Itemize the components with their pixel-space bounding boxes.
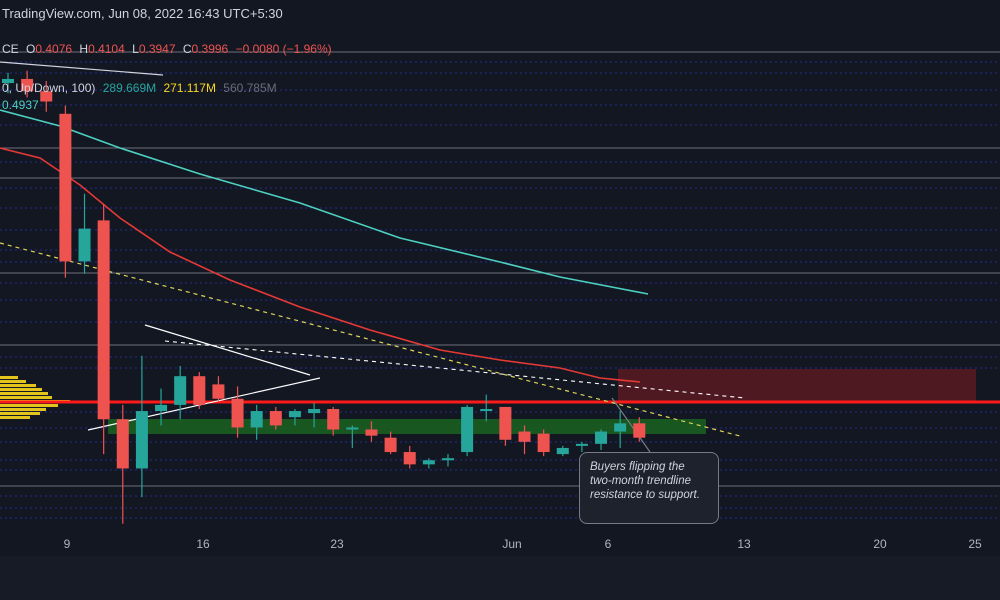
ma-legend: 0.4937 <box>2 98 39 112</box>
annotation-text: Buyers flipping the two-month trendline … <box>590 461 700 501</box>
candle-body-5 <box>78 228 91 262</box>
candle-body-7 <box>116 419 129 469</box>
candle-body-3 <box>40 91 53 102</box>
bottom-toolbar <box>0 556 1000 600</box>
candle-body-18 <box>327 409 340 430</box>
symbol-fragment: CE <box>2 42 19 56</box>
volume-profile-bar-8 <box>0 412 40 415</box>
moving-average-teal <box>0 109 649 295</box>
high-value: 0.4104 <box>88 42 125 56</box>
volume-profile-bar-9 <box>0 416 30 419</box>
candle-body-11 <box>193 376 206 405</box>
x-tick-label: 20 <box>873 537 887 551</box>
x-tick-label: 25 <box>968 537 982 551</box>
volume-up-value: 289.669M <box>102 81 157 95</box>
moving-average-red <box>0 147 641 383</box>
volume-profile-bar-10 <box>0 380 26 383</box>
candle-body-21 <box>384 437 397 453</box>
callout-pointer <box>611 397 651 453</box>
candle-body-20 <box>365 429 378 436</box>
candle-body-8 <box>135 411 148 469</box>
volume-profile-label: 0, Up/Down, 100) <box>2 81 96 95</box>
x-tick-label: 16 <box>196 537 210 551</box>
candle-body-10 <box>174 376 187 405</box>
volume-profile-bar-6 <box>0 404 58 407</box>
volume-profile-bar-4 <box>0 396 52 399</box>
candle-body-22 <box>403 452 416 465</box>
annotation-callout: Buyers flipping the two-month trendline … <box>579 452 719 524</box>
candle-body-14 <box>250 411 263 428</box>
x-tick-label: Jun <box>502 537 522 551</box>
candle-body-31 <box>575 443 588 446</box>
chart-canvas[interactable] <box>0 0 1000 532</box>
ohlc-readout: CE O0.4076 H0.4104 L0.3947 C0.3996 −0.00… <box>2 42 332 56</box>
candle-body-2 <box>21 78 34 92</box>
triangle-upper-line <box>144 324 311 376</box>
candle-body-13 <box>231 398 244 428</box>
drawn-line-top <box>0 61 164 76</box>
candle-body-17 <box>308 409 321 414</box>
close-value: 0.3996 <box>191 42 229 56</box>
candle-body-12 <box>212 384 225 399</box>
volume-profile-bar-2 <box>0 388 42 391</box>
candle-body-27 <box>499 406 512 440</box>
trendline-white-dashed <box>164 340 746 399</box>
low-label: L <box>132 42 139 56</box>
candle-body-26 <box>480 409 493 412</box>
open-label: O <box>26 42 36 56</box>
resistance-zone <box>618 369 976 402</box>
candle-body-23 <box>422 460 435 465</box>
candle-body-6 <box>97 220 110 420</box>
candle-body-28 <box>518 431 531 442</box>
volume-profile-legend: 0, Up/Down, 100) 289.669M 271.117M 560.7… <box>2 81 277 95</box>
high-label: H <box>79 42 89 56</box>
x-tick-label: 9 <box>63 537 71 551</box>
candle-body-24 <box>441 458 454 461</box>
trendline-yellow <box>0 242 741 437</box>
volume-profile-bar-11 <box>0 376 18 379</box>
candle-body-32 <box>595 431 608 444</box>
ma-value: 0.4937 <box>2 98 39 112</box>
candle-body-1 <box>2 78 14 84</box>
volume-profile-bar-7 <box>0 408 46 411</box>
volume-profile-bar-3 <box>0 392 48 395</box>
low-value: 0.3947 <box>138 42 176 56</box>
x-tick-label: 13 <box>737 537 751 551</box>
candle-body-9 <box>155 404 168 412</box>
volume-profile-bar-1 <box>0 384 36 387</box>
candle-body-15 <box>269 411 282 426</box>
candle-body-33 <box>614 423 627 432</box>
close-label: C <box>182 42 192 56</box>
volume-total-value: 560.785M <box>223 81 277 95</box>
candle-body-30 <box>556 447 569 455</box>
candle-body-19 <box>346 427 359 430</box>
candle-body-4 <box>59 113 72 262</box>
time-axis[interactable]: 9 16 23 Jun 6 13 20 25 <box>0 532 1000 556</box>
open-value: 0.4076 <box>35 42 73 56</box>
source-line: TradingView.com, Jun 08, 2022 16:43 UTC+… <box>2 6 283 21</box>
volume-down-value: 271.117M <box>163 81 216 95</box>
candle-body-16 <box>288 411 301 418</box>
price-chart[interactable]: TradingView.com, Jun 08, 2022 16:43 UTC+… <box>0 0 1000 532</box>
x-tick-label: 23 <box>330 537 344 551</box>
x-tick-label: 6 <box>604 537 612 551</box>
candle-body-25 <box>461 406 474 453</box>
candle-body-29 <box>537 433 550 453</box>
change-value: −0.0080 (−1.96%) <box>235 42 332 56</box>
candle-body-34 <box>633 423 646 438</box>
